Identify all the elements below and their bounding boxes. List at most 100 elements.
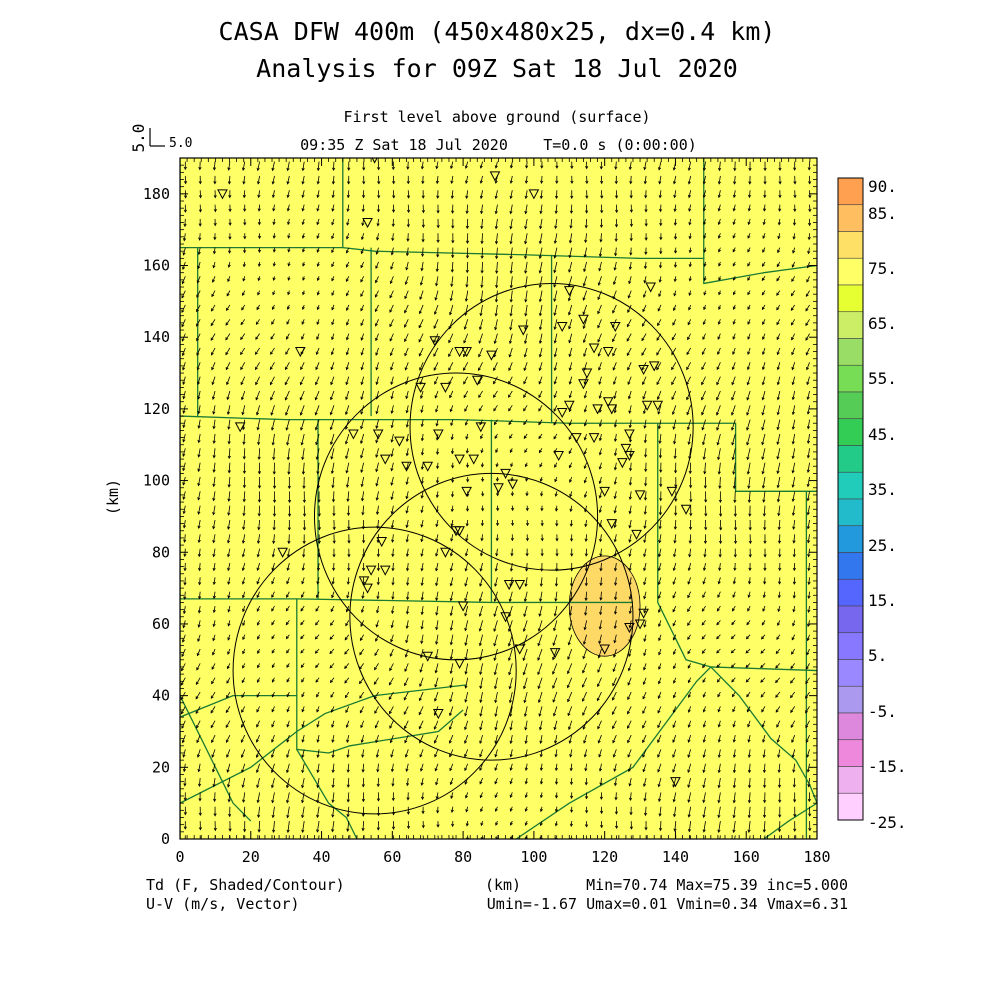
wind-vector bbox=[645, 476, 647, 486]
wind-vector-head bbox=[732, 249, 736, 253]
wind-vector-head bbox=[316, 277, 320, 282]
wind-vector-head bbox=[732, 594, 736, 598]
wind-vector-head bbox=[688, 470, 692, 475]
wind-vector bbox=[791, 261, 796, 268]
wind-vector bbox=[567, 663, 573, 674]
wind-vector bbox=[716, 419, 721, 431]
wind-vector-head bbox=[196, 652, 200, 657]
wind-vector bbox=[375, 290, 379, 298]
wind-vector-head bbox=[643, 280, 647, 284]
wind-vector-head bbox=[391, 568, 395, 572]
wind-vector-head bbox=[301, 321, 305, 325]
wind-vector bbox=[688, 562, 692, 571]
wind-vector-head bbox=[553, 627, 557, 632]
wind-vector-head bbox=[777, 608, 781, 613]
wind-vector bbox=[256, 720, 260, 728]
wind-vector bbox=[642, 720, 647, 729]
wind-vector-head bbox=[287, 277, 291, 281]
wind-vector bbox=[657, 763, 662, 772]
wind-vector bbox=[184, 591, 186, 600]
wind-vector bbox=[510, 161, 513, 168]
wind-vector bbox=[421, 405, 424, 413]
wind-vector-head bbox=[703, 554, 707, 558]
wind-vector-head bbox=[286, 181, 290, 185]
wind-vector bbox=[569, 233, 573, 243]
wind-vector-head bbox=[687, 608, 691, 613]
wind-vector-head bbox=[362, 181, 366, 185]
wind-vector-head bbox=[658, 637, 662, 642]
wind-vector-head bbox=[211, 739, 214, 744]
wind-vector bbox=[733, 720, 736, 727]
wind-vector bbox=[242, 591, 246, 598]
wind-vector bbox=[196, 734, 201, 743]
wind-vector-head bbox=[792, 595, 796, 599]
wind-vector bbox=[674, 448, 677, 459]
wind-vector bbox=[419, 362, 424, 371]
wind-vector-head bbox=[641, 337, 645, 342]
wind-vector bbox=[688, 433, 692, 445]
wind-vector-head bbox=[302, 844, 304, 846]
wind-vector-head bbox=[405, 410, 409, 414]
wind-vector bbox=[701, 634, 706, 640]
wind-vector-head bbox=[256, 709, 260, 713]
wind-vector-head bbox=[583, 754, 587, 758]
wind-vector-head bbox=[525, 165, 529, 169]
wind-vector-head bbox=[449, 312, 453, 316]
wind-vector bbox=[271, 620, 275, 625]
wind-vector-head bbox=[465, 538, 469, 542]
wind-vector-head bbox=[255, 351, 258, 356]
wind-vector bbox=[330, 433, 335, 445]
wind-vector bbox=[630, 175, 632, 184]
wind-vector-head bbox=[272, 221, 276, 226]
wind-vector-head bbox=[195, 710, 199, 715]
wind-vector bbox=[434, 734, 439, 744]
wind-vector bbox=[776, 261, 781, 267]
wind-vector bbox=[792, 433, 796, 444]
wind-vector bbox=[345, 376, 350, 385]
wind-vector-head bbox=[347, 554, 351, 558]
wind-vector-head bbox=[464, 726, 468, 731]
wind-vector-head bbox=[389, 711, 392, 715]
wind-vector bbox=[538, 620, 543, 632]
wind-vector-head bbox=[450, 436, 454, 441]
wind-vector bbox=[421, 491, 424, 498]
wind-vector bbox=[421, 448, 424, 455]
wind-vector bbox=[481, 247, 483, 259]
wind-vector-head bbox=[435, 582, 439, 587]
wind-vector bbox=[346, 261, 350, 268]
wind-vector-head bbox=[360, 352, 364, 356]
wind-vector-head bbox=[435, 165, 439, 170]
wind-vector-head bbox=[464, 422, 468, 426]
wind-vector-head bbox=[404, 281, 408, 285]
wind-vector bbox=[226, 304, 231, 311]
wind-vector-head bbox=[228, 208, 232, 213]
wind-vector-head bbox=[360, 322, 364, 327]
wind-vector bbox=[213, 462, 216, 473]
wind-vector-head bbox=[257, 208, 261, 212]
x-tick-label: 160 bbox=[733, 848, 760, 866]
wind-vector-head bbox=[567, 298, 571, 302]
wind-vector bbox=[243, 806, 246, 817]
wind-vector-head bbox=[421, 210, 425, 214]
wind-vector-head bbox=[806, 426, 811, 430]
wind-vector-head bbox=[257, 814, 261, 819]
station-marker bbox=[348, 429, 359, 440]
wind-vector-head bbox=[255, 739, 259, 743]
station-marker bbox=[514, 580, 526, 591]
wind-vector bbox=[747, 319, 751, 325]
wind-vector-head bbox=[643, 567, 647, 572]
wind-vector-head bbox=[778, 581, 782, 585]
wind-vector-head bbox=[748, 194, 752, 199]
wind-vector-head bbox=[510, 836, 514, 839]
wind-vector bbox=[331, 218, 335, 225]
wind-vector bbox=[538, 691, 543, 703]
wind-vector-head bbox=[776, 321, 780, 326]
wind-vector bbox=[717, 333, 721, 340]
wind-vector bbox=[674, 276, 677, 282]
wind-vector bbox=[480, 562, 483, 571]
wind-vector-head bbox=[376, 237, 380, 241]
wind-vector bbox=[284, 376, 290, 385]
wind-vector-head bbox=[777, 595, 781, 599]
wind-vector-head bbox=[345, 623, 349, 627]
wind-vector-head bbox=[346, 208, 350, 213]
